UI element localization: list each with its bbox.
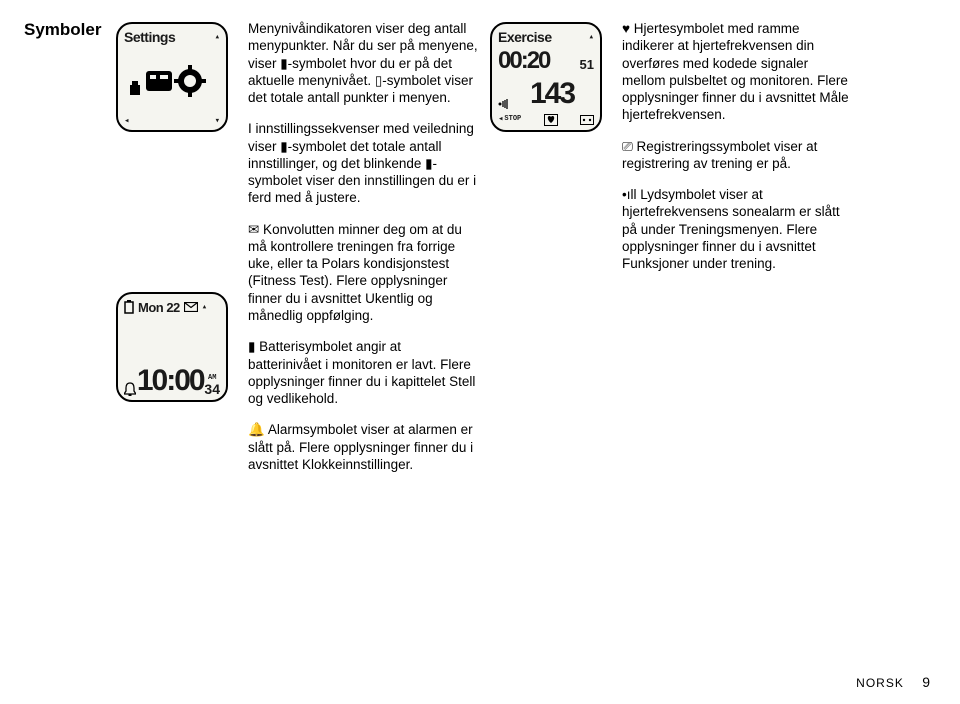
lcd-settings-title: Settings xyxy=(124,30,175,44)
page-footer: NORSK 9 xyxy=(856,674,930,690)
lcd-settings: Settings ▴ xyxy=(116,22,228,132)
para-battery: ▮ Batterisymbolet angir at batterinivået… xyxy=(248,338,478,407)
lcd-exercise: Exercise ▴ 00:20 51 143 ◂ STOP xyxy=(490,22,602,132)
para-envelope: ✉ Konvolutten minner deg om at du må kon… xyxy=(248,221,478,325)
left-arrow-icon: ◂ xyxy=(124,117,129,126)
para-menu-indicator: Menynivåindikatoren viser deg antall men… xyxy=(248,20,478,106)
para-sound: •ıll Lydsymbolet viser at hjertefrekvens… xyxy=(622,186,852,272)
heart-framed-icon xyxy=(544,114,558,126)
sound-icon xyxy=(498,99,510,109)
footer-page: 9 xyxy=(922,674,930,690)
battery-icon xyxy=(124,300,134,314)
lcd-clock-sec: 34 xyxy=(204,382,220,396)
lcd-exercise-hr: 143 xyxy=(510,79,594,109)
down-arrow-icon: ▾ xyxy=(215,117,220,126)
alarm-icon xyxy=(124,382,136,396)
para-heart: ♥ Hjertesymbolet med ramme indikerer at … xyxy=(622,20,852,124)
para-alarm: 🔔 Alarmsymbolet viser at alarmen er slåt… xyxy=(248,421,478,473)
rec-icon xyxy=(580,115,594,125)
up-arrow-icon: ▴ xyxy=(202,303,207,312)
para-settings-seq: I innstillingssekvenser med veiledning v… xyxy=(248,120,478,206)
lcd-clock: Mon 22 ▴ 10:00 AM 34 xyxy=(116,292,228,402)
para-rec: ⎚ Registreringssymbolet viser at registr… xyxy=(622,138,852,173)
page-title: Symboler xyxy=(24,20,104,40)
lcd-exercise-sec: 51 xyxy=(580,58,594,73)
envelope-icon xyxy=(184,302,198,312)
lcd-clock-time: 10:00 xyxy=(137,366,204,396)
lcd-exercise-title: Exercise xyxy=(498,30,552,44)
lcd-clock-day: Mon 22 xyxy=(138,301,180,314)
lcd-stop-label: STOP xyxy=(504,116,521,123)
footer-lang: NORSK xyxy=(856,676,904,690)
up-arrow-icon: ▴ xyxy=(589,33,594,42)
up-arrow-icon: ▴ xyxy=(215,33,220,42)
left-arrow-icon: ◂ xyxy=(498,115,503,124)
settings-pixel-icon xyxy=(128,61,216,101)
lcd-exercise-time: 00:20 xyxy=(498,49,549,73)
